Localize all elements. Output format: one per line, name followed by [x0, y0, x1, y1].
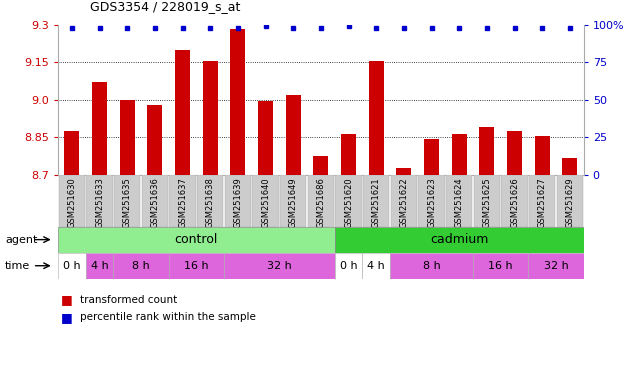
Text: GSM251621: GSM251621	[372, 177, 380, 228]
Bar	[557, 175, 583, 227]
Bar	[197, 175, 223, 227]
Bar	[308, 175, 334, 227]
Text: 0 h: 0 h	[339, 261, 357, 271]
Bar	[120, 100, 135, 175]
Bar	[473, 253, 528, 279]
Text: GSM251635: GSM251635	[122, 177, 132, 228]
Bar	[58, 253, 86, 279]
Bar	[169, 175, 196, 227]
Bar	[230, 29, 245, 175]
Bar	[86, 175, 113, 227]
Bar	[147, 105, 163, 175]
Bar	[203, 61, 218, 175]
Bar	[280, 175, 306, 227]
Bar	[334, 227, 584, 253]
Text: 16 h: 16 h	[184, 261, 209, 271]
Bar	[534, 136, 550, 175]
Text: 4 h: 4 h	[367, 261, 385, 271]
Bar	[369, 61, 384, 175]
Text: GDS3354 / 228019_s_at: GDS3354 / 228019_s_at	[90, 0, 240, 13]
Text: transformed count: transformed count	[80, 295, 177, 305]
Bar	[336, 175, 362, 227]
Bar	[362, 253, 390, 279]
Bar	[225, 175, 251, 227]
Text: GSM251627: GSM251627	[538, 177, 546, 228]
Text: GSM251625: GSM251625	[482, 177, 492, 228]
Bar	[114, 253, 168, 279]
Bar	[334, 253, 362, 279]
Bar	[313, 156, 329, 175]
Text: GSM251640: GSM251640	[261, 177, 270, 228]
Text: time: time	[5, 261, 30, 271]
Text: GSM251637: GSM251637	[178, 177, 187, 228]
Bar	[391, 175, 417, 227]
Text: 32 h: 32 h	[544, 261, 569, 271]
Bar	[452, 134, 467, 175]
Text: 8 h: 8 h	[423, 261, 440, 271]
Bar	[474, 175, 500, 227]
Text: GSM251623: GSM251623	[427, 177, 436, 228]
Text: GSM251624: GSM251624	[455, 177, 464, 228]
Bar	[424, 139, 439, 175]
Text: 0 h: 0 h	[63, 261, 81, 271]
Bar	[258, 101, 273, 175]
Text: GSM251636: GSM251636	[150, 177, 160, 228]
Text: 4 h: 4 h	[91, 261, 109, 271]
Bar	[418, 175, 445, 227]
Bar	[64, 131, 80, 175]
Text: 16 h: 16 h	[488, 261, 513, 271]
Bar	[507, 131, 522, 175]
Bar	[58, 227, 334, 253]
Bar	[528, 253, 584, 279]
Bar	[252, 175, 279, 227]
Text: agent: agent	[5, 235, 37, 245]
Bar	[86, 253, 114, 279]
Bar	[142, 175, 168, 227]
Bar	[446, 175, 473, 227]
Text: GSM251633: GSM251633	[95, 177, 104, 228]
Bar	[502, 175, 528, 227]
Text: 8 h: 8 h	[132, 261, 150, 271]
Text: ■: ■	[61, 311, 73, 324]
Text: GSM251639: GSM251639	[233, 177, 242, 228]
Bar	[175, 50, 190, 175]
Bar	[396, 169, 411, 175]
Text: control: control	[175, 233, 218, 246]
Text: GSM251630: GSM251630	[68, 177, 76, 228]
Text: GSM251622: GSM251622	[399, 177, 408, 228]
Text: 32 h: 32 h	[267, 261, 292, 271]
Bar	[114, 175, 140, 227]
Text: percentile rank within the sample: percentile rank within the sample	[80, 312, 256, 322]
Bar	[59, 175, 85, 227]
Bar	[168, 253, 224, 279]
Bar	[390, 253, 473, 279]
Bar	[92, 83, 107, 175]
Bar	[286, 95, 301, 175]
Text: GSM251686: GSM251686	[316, 177, 326, 228]
Text: GSM251649: GSM251649	[289, 177, 298, 228]
Bar	[224, 253, 334, 279]
Text: cadmium: cadmium	[430, 233, 488, 246]
Bar	[479, 127, 495, 175]
Text: GSM251629: GSM251629	[565, 177, 574, 228]
Bar	[363, 175, 389, 227]
Text: GSM251620: GSM251620	[344, 177, 353, 228]
Text: ■: ■	[61, 293, 73, 306]
Bar	[529, 175, 555, 227]
Bar	[562, 159, 577, 175]
Text: GSM251638: GSM251638	[206, 177, 215, 228]
Text: GSM251626: GSM251626	[510, 177, 519, 228]
Bar	[341, 134, 356, 175]
